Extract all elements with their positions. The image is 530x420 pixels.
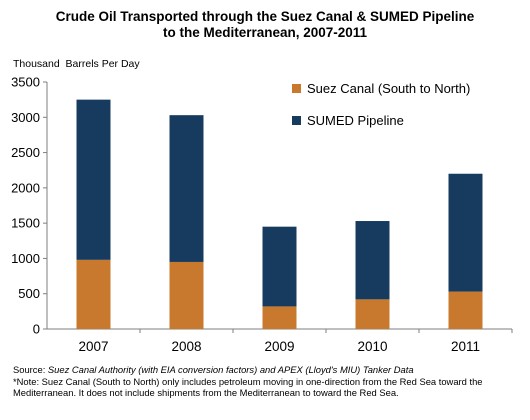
bar-sumed-pipeline-2009 [262, 226, 297, 307]
y-axis-label: Thousand Barrels Per Day [13, 58, 140, 70]
y-tick-label: 3500 [11, 75, 40, 90]
bar-suez-canal-2009 [262, 306, 297, 329]
y-tick-label: 1000 [11, 251, 40, 266]
y-tick-label: 0 [33, 322, 40, 337]
bar-sumed-pipeline-2011 [448, 173, 483, 292]
x-tick-label: 2007 [78, 339, 108, 354]
source-prefix: Source: [13, 364, 48, 375]
y-tick-label: 2000 [11, 180, 40, 195]
x-tick-label: 2010 [357, 339, 387, 354]
bar-suez-canal-2008 [169, 261, 204, 329]
chart-title: Crude Oil Transported through the Suez C… [0, 9, 530, 41]
y-tick-label: 3000 [11, 110, 40, 125]
legend-swatch-1 [292, 116, 301, 125]
chart-title-line-1: Crude Oil Transported through the Suez C… [55, 9, 475, 24]
chart-title-line-2: to the Mediterranean, 2007-2011 [162, 25, 368, 40]
chart-footer: Source: Suez Canal Authority (with EIA c… [13, 364, 523, 399]
bar-suez-canal-2011 [448, 291, 483, 329]
bar-suez-canal-2007 [76, 259, 111, 329]
bar-sumed-pipeline-2007 [76, 99, 111, 260]
legend-label-1: SUMED Pipeline [307, 113, 404, 128]
bar-suez-canal-2010 [355, 299, 390, 329]
x-tick-label: 2011 [451, 339, 480, 354]
x-tick-label: 2009 [264, 339, 294, 354]
legend-label-0: Suez Canal (South to North) [307, 81, 470, 96]
y-tick-label: 500 [18, 286, 40, 301]
source-note: Source: Suez Canal Authority (with EIA c… [13, 364, 523, 376]
y-tick-label: 1500 [11, 216, 40, 231]
bar-sumed-pipeline-2008 [169, 115, 204, 262]
source-text: Suez Canal Authority (with EIA conversio… [47, 364, 414, 375]
footnote: *Note: Suez Canal (South to North) only … [13, 375, 483, 399]
bar-sumed-pipeline-2010 [355, 221, 390, 300]
legend-swatch-0 [292, 84, 301, 93]
y-tick-label: 2500 [11, 145, 40, 160]
x-tick-label: 2008 [171, 339, 201, 354]
